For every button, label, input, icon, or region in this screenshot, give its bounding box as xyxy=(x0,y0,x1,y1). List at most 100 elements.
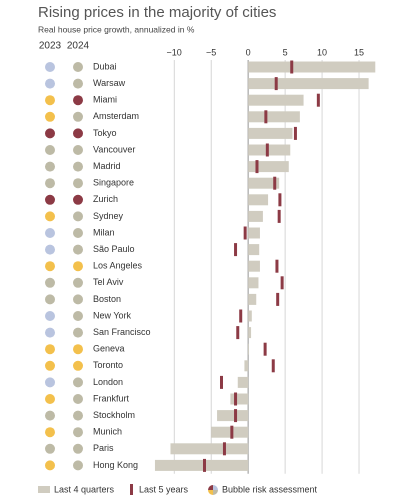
legend-label: Last 4 quarters xyxy=(54,484,115,494)
risk-dot xyxy=(45,62,55,72)
bar xyxy=(237,376,249,388)
risk-dot xyxy=(73,228,83,238)
bar xyxy=(248,244,260,256)
legend-label: Last 5 years xyxy=(139,484,189,494)
five-year-marker xyxy=(264,110,268,124)
legend-label: Bubble risk assessment xyxy=(222,484,318,494)
city-label: Miami xyxy=(93,95,117,105)
risk-dot xyxy=(73,294,83,305)
risk-dot xyxy=(45,294,55,305)
five-year-marker xyxy=(265,143,269,157)
city-label: Vancouver xyxy=(93,144,135,154)
bar xyxy=(248,144,291,156)
five-year-marker xyxy=(263,342,267,356)
five-year-marker xyxy=(230,425,234,439)
bar xyxy=(248,94,304,106)
city-label: Frankfurt xyxy=(93,393,130,403)
five-year-marker xyxy=(316,93,320,107)
city-label: Sydney xyxy=(93,211,124,221)
city-label: London xyxy=(93,377,123,387)
risk-dot xyxy=(73,211,83,222)
risk-dot xyxy=(45,377,55,388)
five-year-marker xyxy=(234,392,238,406)
bar xyxy=(248,227,260,239)
risk-dot xyxy=(45,443,55,454)
city-label: Los Angeles xyxy=(93,261,143,271)
risk-dot xyxy=(73,410,83,421)
city-label: Amsterdam xyxy=(93,111,139,121)
city-label: Dubai xyxy=(93,61,117,71)
risk-dot xyxy=(73,128,83,139)
x-tick-label: 0 xyxy=(246,47,251,57)
bar xyxy=(248,210,263,222)
bar xyxy=(154,459,249,471)
city-label: Geneva xyxy=(93,344,125,354)
risk-dot xyxy=(45,178,55,189)
x-tick-label: 5 xyxy=(283,47,288,57)
five-year-marker xyxy=(273,176,277,190)
five-year-marker xyxy=(219,375,223,389)
city-label: Milan xyxy=(93,227,115,237)
risk-dot xyxy=(73,145,83,155)
bar xyxy=(248,61,376,73)
city-label: Hong Kong xyxy=(93,460,138,470)
five-year-marker xyxy=(277,209,281,223)
city-label: Tokyo xyxy=(93,128,117,138)
bar xyxy=(248,177,280,189)
column-header: 2024 xyxy=(67,41,90,52)
bar xyxy=(217,410,249,422)
five-year-marker xyxy=(234,243,238,257)
risk-dot xyxy=(45,95,55,106)
risk-dot xyxy=(73,194,83,205)
city-label: Zurich xyxy=(93,194,118,204)
five-year-marker xyxy=(243,226,247,240)
five-year-marker xyxy=(236,326,240,340)
risk-dot xyxy=(73,178,83,189)
risk-dot xyxy=(73,443,83,454)
five-year-marker xyxy=(276,292,280,306)
bar xyxy=(248,260,260,272)
risk-dot xyxy=(45,311,55,321)
bar xyxy=(248,343,249,355)
x-tick-label: 15 xyxy=(354,47,364,57)
risk-dot xyxy=(73,95,83,106)
legend-pie xyxy=(208,485,218,495)
city-label: New York xyxy=(93,310,132,320)
risk-dot xyxy=(45,261,55,272)
risk-dot xyxy=(45,111,55,122)
city-label: Madrid xyxy=(93,161,121,171)
bar xyxy=(248,127,293,139)
city-label: Singapore xyxy=(93,178,134,188)
chart-subtitle: Real house price growth, annualized in % xyxy=(38,24,195,34)
risk-dot xyxy=(45,360,55,371)
risk-dot xyxy=(45,145,55,155)
five-year-marker xyxy=(275,259,279,273)
bar xyxy=(244,360,249,372)
risk-dot xyxy=(73,311,83,321)
risk-dot xyxy=(45,277,55,288)
city-label: São Paulo xyxy=(93,244,135,254)
risk-dot xyxy=(73,344,83,355)
city-label: Boston xyxy=(93,294,121,304)
risk-dot xyxy=(45,128,55,139)
bar xyxy=(248,111,300,123)
bar xyxy=(248,277,259,289)
x-tick-label: −5 xyxy=(206,47,216,57)
city-label: Stockholm xyxy=(93,410,135,420)
risk-dot xyxy=(45,410,55,421)
risk-dot xyxy=(45,161,55,172)
chart-title: Rising prices in the majority of cities xyxy=(38,4,276,21)
risk-dot xyxy=(45,244,55,255)
bar xyxy=(248,310,252,322)
bar xyxy=(248,293,257,305)
legend-swatch xyxy=(130,484,133,495)
five-year-marker xyxy=(271,359,275,373)
five-year-marker xyxy=(202,458,206,472)
five-year-marker xyxy=(293,126,297,140)
city-label: San Francisco xyxy=(93,327,151,337)
risk-dot xyxy=(73,460,83,471)
risk-dot xyxy=(73,377,83,388)
risk-dot xyxy=(45,427,55,438)
risk-dot xyxy=(45,228,55,238)
five-year-marker xyxy=(290,60,294,74)
